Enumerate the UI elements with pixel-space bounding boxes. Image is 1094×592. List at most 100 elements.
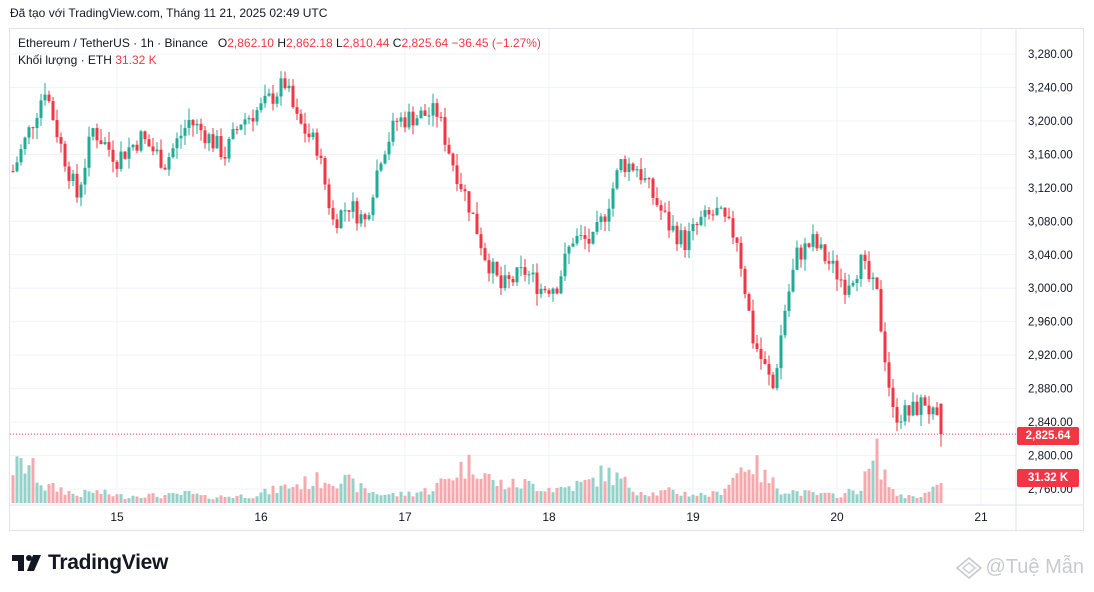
volume-bar: [699, 492, 703, 503]
volume-bar: [571, 490, 575, 503]
candle-body: [651, 178, 655, 198]
volume-bar: [891, 489, 895, 503]
candle-body: [655, 197, 659, 206]
candle-body: [267, 93, 271, 96]
volume-bar: [735, 473, 739, 503]
candle-body: [159, 149, 163, 168]
candle-body: [867, 261, 871, 280]
candle-body: [431, 103, 435, 116]
candle-body: [175, 138, 179, 149]
volume-bar: [615, 472, 619, 503]
volume-bar: [879, 479, 883, 503]
candle-body: [79, 184, 83, 198]
volume-bar: [335, 488, 339, 503]
tradingview-logo[interactable]: TradingView: [12, 551, 168, 575]
volume-bar: [751, 474, 755, 503]
volume-bar: [235, 495, 239, 503]
candle-body: [283, 78, 287, 89]
candle-body: [343, 210, 347, 212]
candle-body: [367, 215, 371, 220]
candle-body: [547, 290, 551, 294]
volume-bar: [799, 495, 803, 503]
candle-body: [255, 110, 259, 122]
candle-body: [923, 397, 927, 406]
volume-bar: [275, 493, 279, 503]
volume-bar: [311, 485, 315, 503]
candle-body: [931, 407, 935, 415]
volume-bar: [619, 478, 623, 503]
volume-bar: [831, 493, 835, 503]
y-tick-label: 2,960.00: [1028, 317, 1073, 329]
y-tick-label: 2,920.00: [1028, 350, 1073, 362]
candle-body: [259, 103, 263, 111]
candle-body: [763, 358, 767, 364]
candle-body: [171, 148, 175, 158]
volume-bar: [343, 474, 347, 503]
volume-bar: [531, 483, 535, 503]
volume-bar: [475, 478, 479, 503]
candle-body: [503, 275, 507, 289]
volume-bar: [435, 482, 439, 503]
candle-body: [407, 111, 411, 128]
volume-bar: [727, 484, 731, 503]
candle-body: [563, 253, 567, 277]
volume-bar: [75, 495, 79, 503]
volume-bar: [551, 492, 555, 503]
volume-bar: [787, 493, 791, 503]
volume-bar: [403, 495, 407, 503]
volume-bar: [647, 496, 651, 503]
volume-bar: [927, 491, 931, 503]
volume-bar: [471, 474, 475, 503]
volume-bar: [391, 492, 395, 503]
candle-body: [487, 260, 491, 274]
y-tick-label: 3,240.00: [1028, 82, 1073, 94]
candle-body: [695, 224, 699, 226]
volume-bar: [591, 477, 595, 503]
x-tick-label: 20: [830, 510, 844, 524]
candle-body: [811, 234, 815, 247]
candle-body: [787, 291, 791, 311]
volume-bar: [171, 492, 175, 503]
candle-body: [891, 387, 895, 407]
volume-bar: [427, 494, 431, 503]
candle-body: [871, 277, 875, 280]
watermark-text: @Tuệ Mẫn: [985, 556, 1085, 578]
candle-body: [371, 197, 375, 216]
open-label: O: [217, 36, 228, 50]
volume-bar: [27, 465, 31, 503]
volume-bar: [327, 483, 331, 503]
candle-body: [603, 216, 607, 222]
volume-bar: [319, 488, 323, 503]
volume-bar: [723, 488, 727, 503]
candle-body: [131, 144, 135, 148]
y-tick-label: 3,280.00: [1028, 49, 1073, 61]
candle-body: [731, 218, 735, 238]
volume-bar: [23, 473, 27, 503]
volume-bar: [515, 487, 519, 503]
volume-bar: [935, 484, 939, 503]
candle-body: [291, 85, 295, 108]
volume-bar: [355, 492, 359, 503]
x-tick-label: 17: [398, 510, 412, 524]
candle-body: [155, 149, 159, 152]
candle-body: [755, 343, 759, 349]
volume-bar: [399, 491, 403, 503]
volume-bar: [187, 490, 191, 503]
volume-bar: [123, 499, 127, 503]
candle-body: [807, 243, 811, 247]
candle-body: [559, 276, 563, 294]
volume-bar: [363, 488, 367, 503]
candle-body: [447, 144, 451, 154]
volume-bar: [851, 490, 855, 503]
candle-body: [707, 209, 711, 215]
volume-label[interactable]: Khối lượng · ETH: [18, 53, 112, 67]
symbol-label[interactable]: Ethereum / TetherUS · 1h · Binance: [18, 36, 208, 50]
volume-bar: [519, 488, 523, 503]
volume-bar: [255, 496, 259, 503]
candle-body: [747, 294, 751, 311]
candle-body: [455, 165, 459, 185]
volume-bar: [271, 485, 275, 503]
volume-bar: [483, 473, 487, 503]
candle-body: [467, 191, 471, 213]
